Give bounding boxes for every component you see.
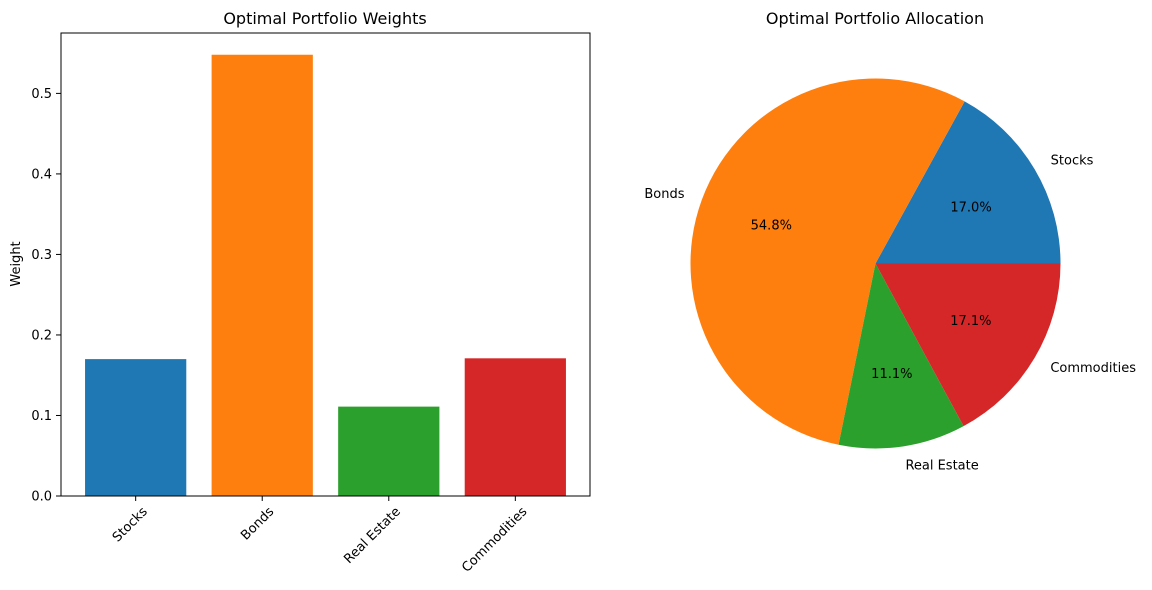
pie-percent-real-estate: 11.1% <box>871 367 912 382</box>
y-tick-label: 0.0 <box>31 490 52 505</box>
y-tick-label: 0.3 <box>31 248 52 263</box>
bar-commodities <box>464 358 566 496</box>
pie-label-stocks: Stocks <box>1051 153 1094 168</box>
x-tick-label-real-estate: Real Estate <box>341 504 403 566</box>
y-tick-label: 0.5 <box>31 87 52 102</box>
x-tick-label-bonds: Bonds <box>238 504 277 543</box>
x-tick-label-commodities: Commodities <box>459 504 530 575</box>
plot-frame <box>60 32 591 497</box>
y-axis-ticks: 0.0 0.1 0.2 0.3 0.4 0.5 <box>31 87 61 505</box>
bar-chart-title: Optimal Portfolio Weights <box>223 9 426 28</box>
pie-percent-commodities: 17.1% <box>950 314 991 329</box>
y-tick-label: 0.1 <box>31 409 52 424</box>
bar-stocks <box>85 359 187 496</box>
pie-slice-bonds <box>690 78 965 445</box>
pie-slice-real-estate <box>838 263 964 449</box>
pie-chart-panel: Optimal Portfolio Allocation Stocks 17.0%… <box>644 9 1136 473</box>
pie-slice-stocks <box>875 101 1061 264</box>
y-tick-label: 0.2 <box>31 328 52 343</box>
bar-chart-panel: Optimal Portfolio Weights Weight 0.00.10… <box>9 9 591 576</box>
pie-slice-commodities <box>875 263 1061 427</box>
y-axis-label: Weight <box>9 241 24 286</box>
y-tick-label: 0.4 <box>31 167 52 182</box>
pie-label-bonds: Bonds <box>644 187 684 202</box>
pie-percent-bonds: 54.8% <box>751 219 792 234</box>
pie-label-real-estate: Real Estate <box>905 458 978 473</box>
pie-percent-stocks: 17.0% <box>950 201 991 216</box>
pie-label-commodities: Commodities <box>1050 361 1136 376</box>
pie-slices <box>690 78 1061 449</box>
bar-marks <box>85 54 566 497</box>
x-tick-label-stocks: Stocks <box>110 504 151 545</box>
bar-real-estate <box>338 406 440 496</box>
pie-chart-title: Optimal Portfolio Allocation <box>766 9 984 28</box>
pie-labels: Stocks 17.0% Bonds 54.8% Real Estate 11.1% Com… <box>644 153 1136 473</box>
x-axis-ticks: Stocks Bonds Real Estate Commodities <box>110 496 531 576</box>
bar-bonds <box>211 54 313 497</box>
